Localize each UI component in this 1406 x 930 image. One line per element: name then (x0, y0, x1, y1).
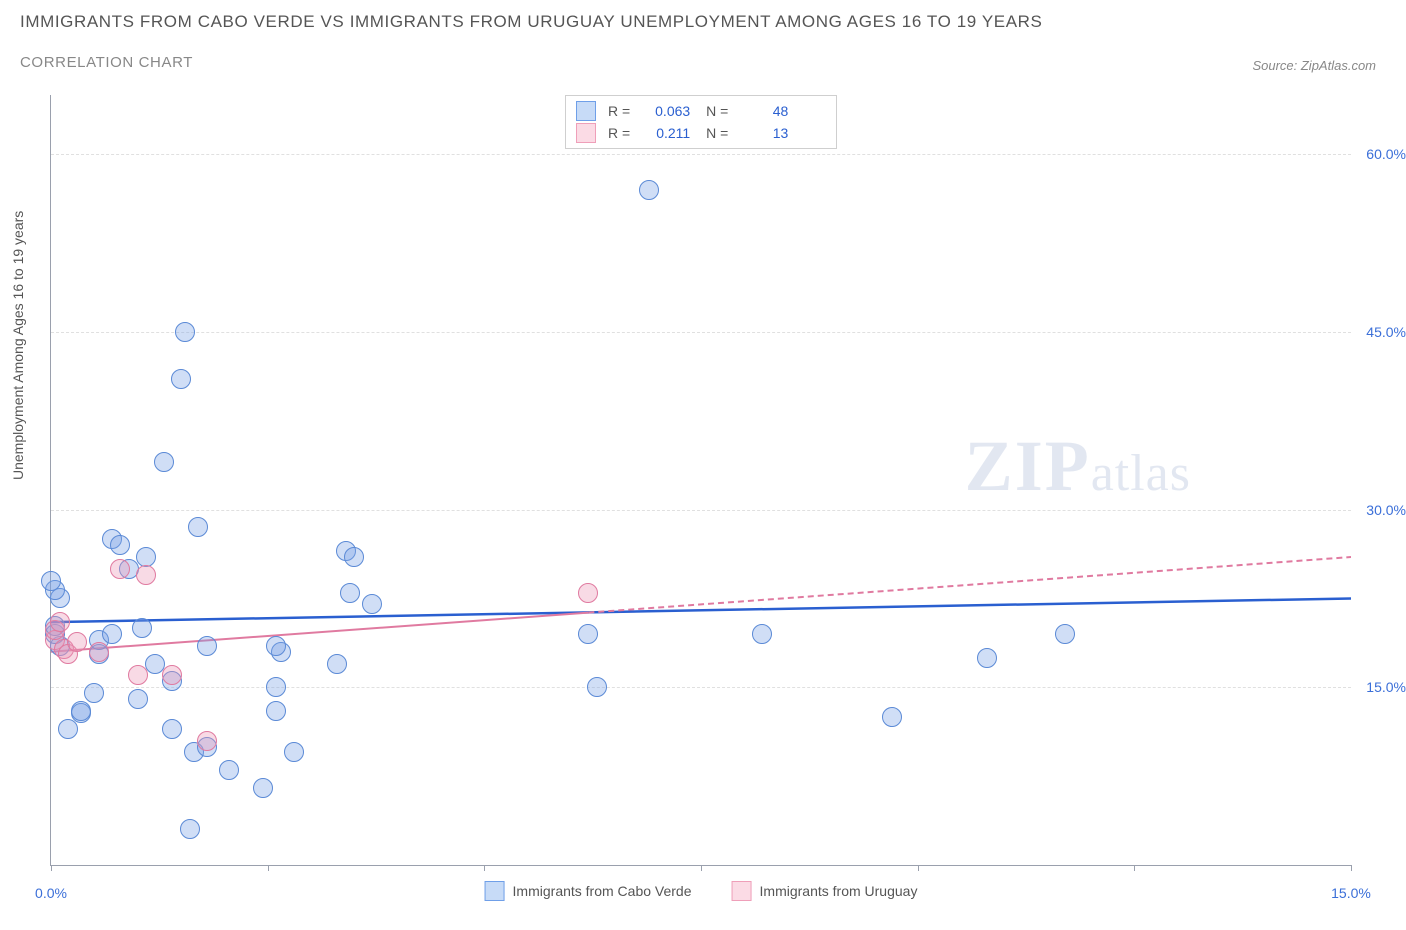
data-point (102, 624, 122, 644)
n-value-uruguay: 13 (740, 122, 788, 144)
stats-row-cabo-verde: R =0.063 N =48 (576, 100, 826, 122)
data-point (110, 559, 130, 579)
x-tick (701, 865, 702, 871)
data-point (162, 719, 182, 739)
data-point (219, 760, 239, 780)
data-point (639, 180, 659, 200)
data-point (578, 624, 598, 644)
data-point (128, 665, 148, 685)
swatch-cabo-verde (576, 101, 596, 121)
data-point (41, 571, 61, 591)
x-tick (51, 865, 52, 871)
legend-swatch-uruguay (732, 881, 752, 901)
data-point (882, 707, 902, 727)
x-tick-label: 15.0% (1331, 885, 1371, 901)
legend-label-cabo-verde: Immigrants from Cabo Verde (513, 883, 692, 899)
y-tick-label: 45.0% (1356, 324, 1406, 340)
data-point (362, 594, 382, 614)
stats-legend: R =0.063 N =48 R =0.211 N =13 (565, 95, 837, 149)
data-point (84, 683, 104, 703)
legend-swatch-cabo-verde (485, 881, 505, 901)
data-point (154, 452, 174, 472)
gridline (51, 154, 1351, 155)
chart-title: IMMIGRANTS FROM CABO VERDE VS IMMIGRANTS… (20, 12, 1042, 32)
data-point (752, 624, 772, 644)
data-point (188, 517, 208, 537)
data-point (266, 636, 286, 656)
plot-area: ZIPatlas R =0.063 N =48 R =0.211 N =13 I… (50, 95, 1351, 866)
data-point (344, 547, 364, 567)
data-point (266, 677, 286, 697)
gridline (51, 510, 1351, 511)
legend-item-cabo-verde: Immigrants from Cabo Verde (485, 881, 692, 901)
data-point (977, 648, 997, 668)
data-point (578, 583, 598, 603)
series-legend: Immigrants from Cabo Verde Immigrants fr… (485, 881, 918, 901)
data-point (145, 654, 165, 674)
data-point (89, 642, 109, 662)
r-value-uruguay: 0.211 (642, 122, 690, 144)
legend-label-uruguay: Immigrants from Uruguay (760, 883, 918, 899)
data-point (67, 632, 87, 652)
data-point (266, 701, 286, 721)
data-point (180, 819, 200, 839)
legend-item-uruguay: Immigrants from Uruguay (732, 881, 918, 901)
data-point (284, 742, 304, 762)
source-attribution: Source: ZipAtlas.com (1252, 58, 1376, 73)
data-point (171, 369, 191, 389)
data-point (197, 636, 217, 656)
data-point (197, 731, 217, 751)
x-tick (268, 865, 269, 871)
data-point (71, 701, 91, 721)
stats-row-uruguay: R =0.211 N =13 (576, 122, 826, 144)
data-point (50, 612, 70, 632)
x-tick (1134, 865, 1135, 871)
chart-subtitle: CORRELATION CHART (20, 54, 1042, 71)
data-point (340, 583, 360, 603)
y-tick-label: 30.0% (1356, 502, 1406, 518)
data-point (162, 665, 182, 685)
data-point (1055, 624, 1075, 644)
watermark: ZIPatlas (965, 425, 1191, 508)
x-tick-label: 0.0% (35, 885, 67, 901)
x-tick (918, 865, 919, 871)
y-tick-label: 60.0% (1356, 146, 1406, 162)
data-point (136, 565, 156, 585)
data-point (327, 654, 347, 674)
r-value-cabo-verde: 0.063 (642, 100, 690, 122)
data-point (110, 535, 130, 555)
data-point (175, 322, 195, 342)
data-point (253, 778, 273, 798)
y-axis-label: Unemployment Among Ages 16 to 19 years (10, 211, 26, 480)
swatch-uruguay (576, 123, 596, 143)
data-point (587, 677, 607, 697)
data-point (132, 618, 152, 638)
n-value-cabo-verde: 48 (740, 100, 788, 122)
gridline (51, 332, 1351, 333)
x-tick (1351, 865, 1352, 871)
x-tick (484, 865, 485, 871)
data-point (128, 689, 148, 709)
trend-lines-layer (51, 95, 1351, 865)
gridline (51, 687, 1351, 688)
y-tick-label: 15.0% (1356, 679, 1406, 695)
